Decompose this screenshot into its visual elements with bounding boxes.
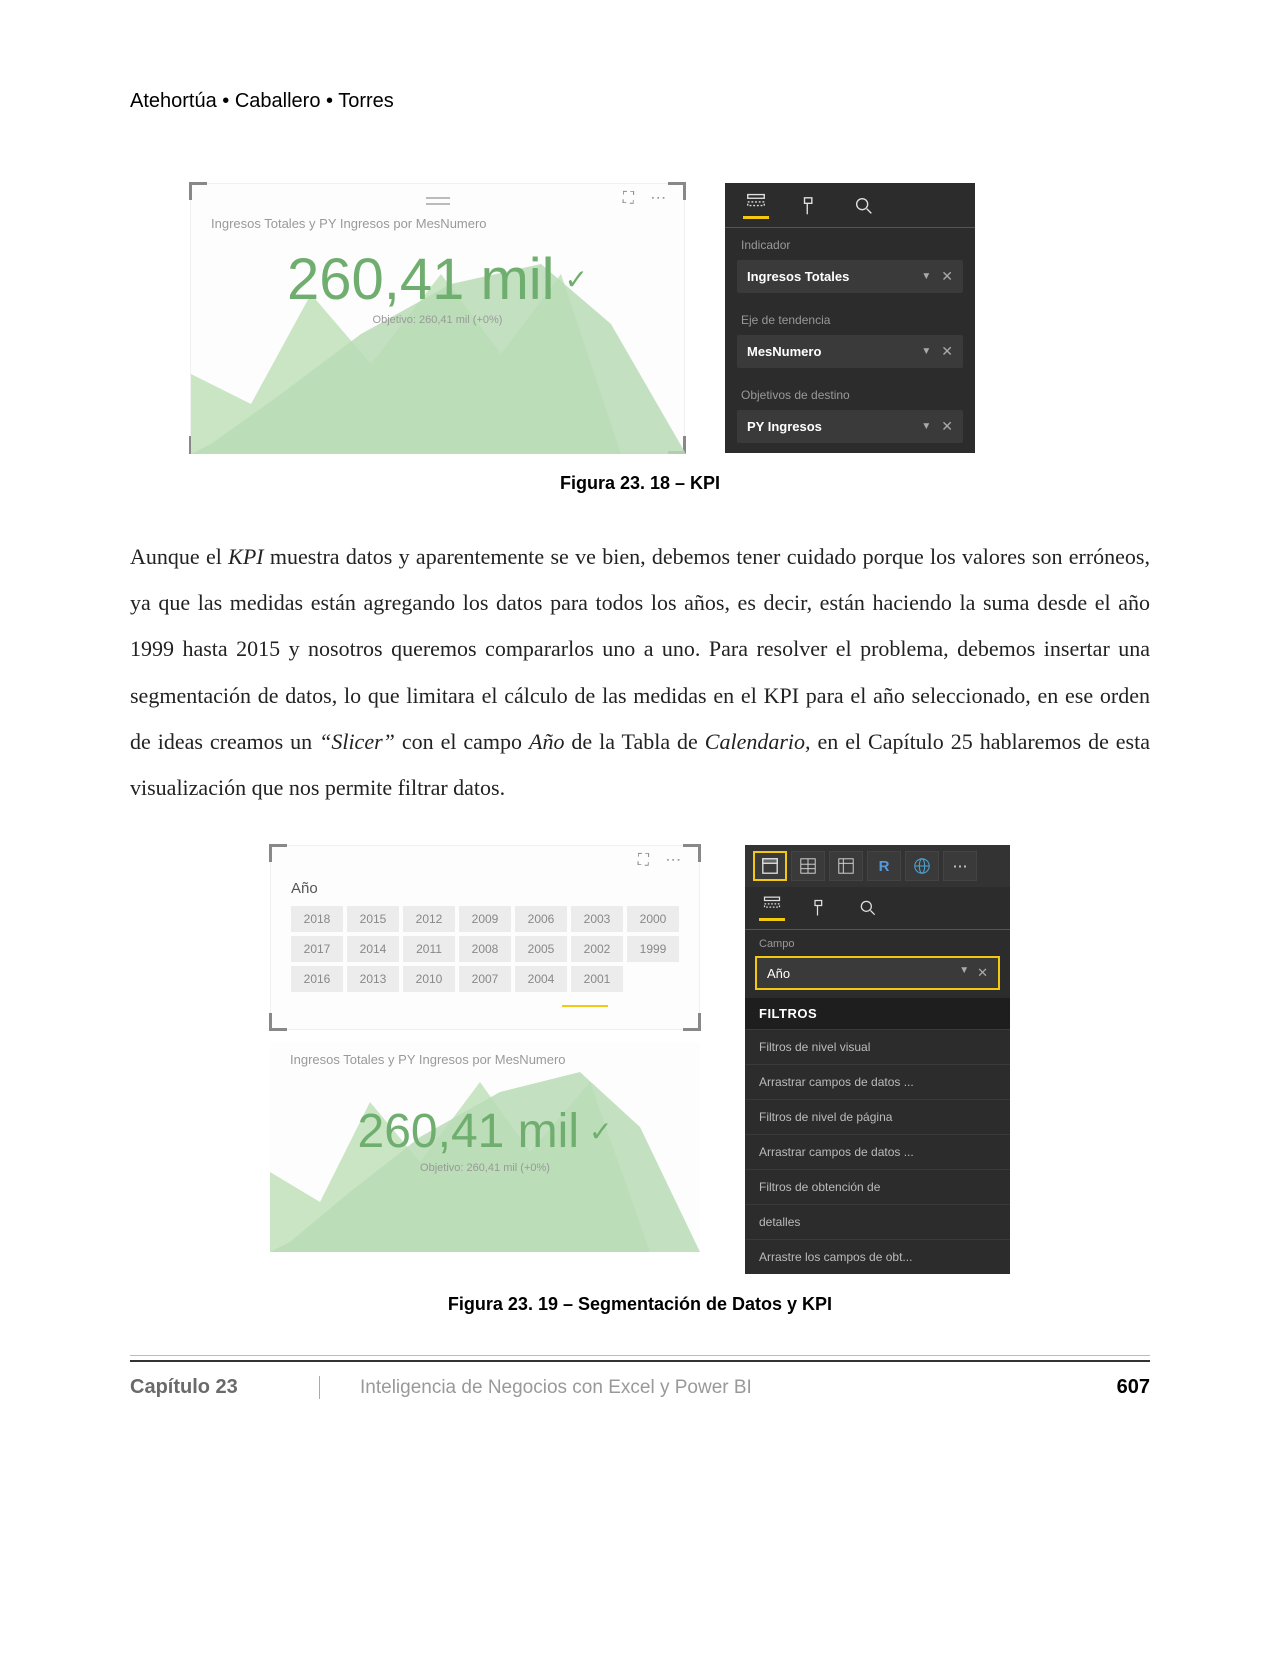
header-authors: Atehortúa • Caballero • Torres — [130, 90, 1150, 113]
slicer-year-cell[interactable]: 2002 — [571, 936, 623, 962]
panel-tab-icons — [725, 183, 975, 219]
field-trend-axis[interactable]: MesNumero ▼ ✕ — [737, 335, 963, 368]
check-icon: ✓ — [589, 1115, 612, 1148]
slicer-year-cell[interactable]: 2011 — [403, 936, 455, 962]
filter-line: Filtros de nivel visual — [745, 1029, 1010, 1064]
slicer-year-cell[interactable]: 1999 — [627, 936, 679, 962]
slicer-year-cell[interactable]: 2016 — [291, 966, 343, 992]
viz-type-icons: R ⋯ — [745, 845, 1010, 887]
filter-line: Arrastre los campos de obt... — [745, 1239, 1010, 1274]
slicer-year-cell[interactable]: 2009 — [459, 906, 511, 932]
slicer-year-cell[interactable]: 2004 — [515, 966, 567, 992]
viz-globe-icon[interactable] — [905, 851, 939, 881]
viz-matrix-icon[interactable] — [829, 851, 863, 881]
analytics-tab-icon[interactable] — [855, 895, 881, 921]
remove-icon[interactable]: ✕ — [977, 965, 988, 981]
body-paragraph: Aunque el KPI muestra datos y aparenteme… — [130, 534, 1150, 811]
filter-lines: Filtros de nivel visualArrastrar campos … — [745, 1029, 1010, 1274]
fields-tab-icon[interactable] — [759, 895, 785, 921]
selection-corner — [683, 1013, 701, 1031]
filter-line: Filtros de nivel de página — [745, 1099, 1010, 1134]
field-text: Ingresos Totales — [747, 269, 849, 284]
check-icon: ✓ — [565, 263, 588, 296]
kpi-goal: Objetivo: 260,41 mil (+0%) — [270, 1162, 700, 1174]
slicer-year-cell[interactable]: 2017 — [291, 936, 343, 962]
panel-section-label: Eje de tendencia — [725, 303, 975, 331]
field-text: PY Ingresos — [747, 419, 822, 434]
slicer-year-cell[interactable]: 2008 — [459, 936, 511, 962]
highlight-connector — [562, 1005, 608, 1007]
chevron-down-icon[interactable]: ▼ — [959, 965, 969, 981]
field-indicator[interactable]: Ingresos Totales ▼ ✕ — [737, 260, 963, 293]
slicer-year-cell[interactable]: 2003 — [571, 906, 623, 932]
slicer-year-cell[interactable]: 2015 — [347, 906, 399, 932]
panel-section-label: Campo — [745, 930, 1010, 952]
panel-section-label: Objetivos de destino — [725, 378, 975, 406]
kpi-value-text: 260,41 mil — [287, 246, 555, 313]
kpi-value: 260,41 mil ✓ — [191, 246, 684, 313]
slicer-year-cell[interactable]: 2018 — [291, 906, 343, 932]
footer-chapter: Capítulo 23 — [130, 1376, 320, 1399]
viz-more-icon[interactable]: ⋯ — [943, 851, 977, 881]
figure-2-caption: Figura 23. 19 – Segmentación de Datos y … — [130, 1294, 1150, 1315]
slicer-year-cell[interactable]: 2000 — [627, 906, 679, 932]
viz-table-icon[interactable] — [791, 851, 825, 881]
figure-1-caption: Figura 23. 18 – KPI — [130, 473, 1150, 494]
format-tab-icon[interactable] — [797, 193, 823, 219]
slicer-year-cell[interactable]: 2001 — [571, 966, 623, 992]
filter-line: Filtros de obtención de — [745, 1169, 1010, 1204]
visual-header: ⛶ ⋯ — [191, 190, 684, 212]
kpi-visual-small[interactable]: Ingresos Totales y PY Ingresos por MesNu… — [270, 1042, 700, 1252]
panel-section-label: Indicador — [725, 228, 975, 256]
slicer-year-cell[interactable]: 2010 — [403, 966, 455, 992]
drag-grip-icon[interactable] — [426, 197, 450, 205]
format-panel: Indicador Ingresos Totales ▼ ✕ Eje de ten… — [725, 183, 975, 453]
chevron-down-icon[interactable]: ▼ — [921, 346, 931, 357]
chevron-down-icon[interactable]: ▼ — [921, 271, 931, 282]
slicer-year-cell[interactable]: 2007 — [459, 966, 511, 992]
field-text: Año — [767, 966, 790, 981]
figure-2: ⛶ ⋯ Año 2018201520122009200620032000 2017… — [270, 845, 1010, 1274]
viz-slicer-icon[interactable] — [753, 851, 787, 881]
analytics-tab-icon[interactable] — [851, 193, 877, 219]
page-footer: Capítulo 23 Inteligencia de Negocios con… — [130, 1360, 1150, 1399]
slicer-year-cell[interactable]: 2006 — [515, 906, 567, 932]
filters-header: FILTROS — [745, 998, 1010, 1029]
remove-icon[interactable]: ✕ — [941, 268, 953, 285]
figure-1: ⛶ ⋯ Ingresos Totales y PY Ingresos por M… — [190, 183, 995, 453]
filter-line: Arrastrar campos de datos ... — [745, 1064, 1010, 1099]
format-panel-2: R ⋯ Campo Año ▼ ✕ FILTROS — [745, 845, 1010, 1274]
slicer-year-cell[interactable]: 2013 — [347, 966, 399, 992]
remove-icon[interactable]: ✕ — [941, 343, 953, 360]
field-text: MesNumero — [747, 344, 821, 359]
slicer-year-cell[interactable]: 2014 — [347, 936, 399, 962]
fields-tab-icon[interactable] — [743, 193, 769, 219]
kpi-value: 260,41 mil ✓ — [270, 1104, 700, 1159]
slicer-year-cell[interactable]: 2012 — [403, 906, 455, 932]
field-target[interactable]: PY Ingresos ▼ ✕ — [737, 410, 963, 443]
format-tab-icon[interactable] — [807, 895, 833, 921]
selection-corner — [269, 1013, 287, 1031]
kpi-title: Ingresos Totales y PY Ingresos por MesNu… — [211, 216, 487, 231]
kpi-visual[interactable]: ⛶ ⋯ Ingresos Totales y PY Ingresos por M… — [190, 183, 685, 453]
visual-header: ⛶ ⋯ — [271, 852, 699, 874]
slicer-visual[interactable]: ⛶ ⋯ Año 2018201520122009200620032000 2017… — [270, 845, 700, 1030]
filter-line: Arrastrar campos de datos ... — [745, 1134, 1010, 1169]
footer-page-number: 607 — [1117, 1376, 1150, 1399]
slicer-year-cell[interactable]: 2005 — [515, 936, 567, 962]
kpi-goal: Objetivo: 260,41 mil (+0%) — [191, 314, 684, 326]
filter-line: detalles — [745, 1204, 1010, 1239]
remove-icon[interactable]: ✕ — [941, 418, 953, 435]
slicer-title: Año — [291, 880, 318, 897]
viz-r-icon[interactable]: R — [867, 851, 901, 881]
slicer-grid: 2018201520122009200620032000 201720142011… — [291, 906, 679, 992]
kpi-value-text: 260,41 mil — [358, 1104, 579, 1159]
panel-tab-icons — [745, 887, 1010, 921]
chevron-down-icon[interactable]: ▼ — [921, 421, 931, 432]
visual-actions[interactable]: ⛶ ⋯ — [623, 190, 672, 208]
visual-actions[interactable]: ⛶ ⋯ — [638, 852, 687, 870]
field-year-highlighted[interactable]: Año ▼ ✕ — [755, 956, 1000, 990]
footer-title: Inteligencia de Negocios con Excel y Pow… — [320, 1377, 1117, 1399]
